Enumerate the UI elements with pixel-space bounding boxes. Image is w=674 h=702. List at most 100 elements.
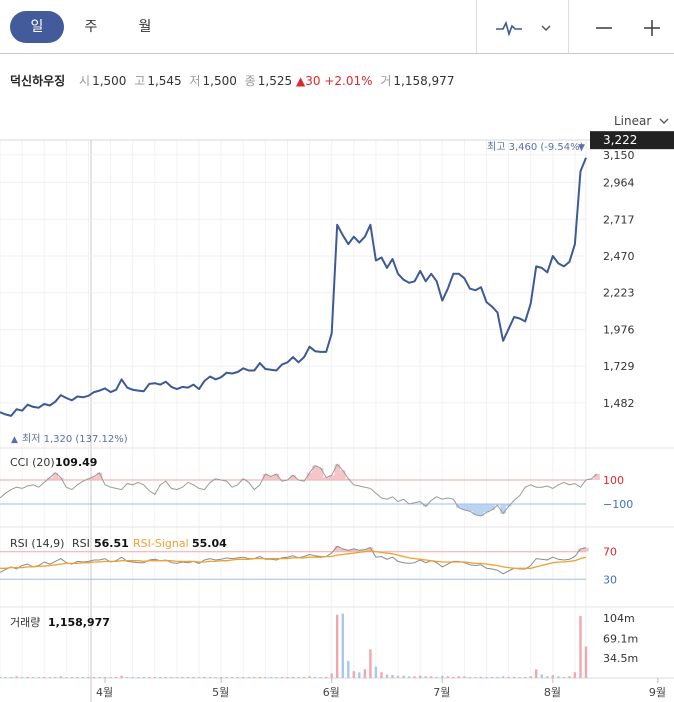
price-tick-label: 2,223 xyxy=(603,287,635,300)
cci-title: CCI (20) xyxy=(10,456,55,469)
x-axis-label: 9월 xyxy=(649,686,666,699)
open-value: 1,500 xyxy=(92,74,127,88)
volume-bar xyxy=(363,669,367,678)
volume-bar xyxy=(148,677,151,678)
current-price-badge xyxy=(590,131,674,150)
min-annotation: 최저 1,320 (137.12%) xyxy=(22,433,128,445)
volume-bar xyxy=(203,676,206,678)
toolbar-divider xyxy=(476,0,477,53)
rsi-level-label: 70 xyxy=(603,546,617,559)
chart-type-button[interactable] xyxy=(492,11,526,43)
chevron-down-icon xyxy=(541,24,551,31)
volume-bar xyxy=(192,677,195,678)
rsi-signal-line xyxy=(0,550,587,569)
volume-bar xyxy=(496,676,499,678)
volume-bar xyxy=(247,677,250,678)
stock-name: 덕신하우징 xyxy=(10,74,66,88)
volume-bar xyxy=(341,613,344,678)
price-tick-label: 1,976 xyxy=(603,323,635,336)
volume-bar xyxy=(302,677,306,678)
volume-bar xyxy=(242,677,245,678)
volume-label: 거 xyxy=(380,74,392,88)
low-label: 저 xyxy=(189,74,201,88)
high-value: 1,545 xyxy=(147,74,182,88)
volume-bar xyxy=(43,677,46,678)
volume-bar xyxy=(551,675,554,678)
tab-week[interactable]: 주 xyxy=(84,19,98,35)
rsi-line xyxy=(0,545,587,575)
volume-bar xyxy=(59,676,62,678)
volume-bar xyxy=(479,676,483,678)
change-value: 30 xyxy=(305,74,321,88)
volume-bar xyxy=(291,676,295,678)
volume-value: 1,158,977 xyxy=(393,74,455,88)
price-tick-label: 3,150 xyxy=(603,149,635,162)
change-arrow: ▲ xyxy=(295,74,306,88)
close-value: 1,525 xyxy=(257,74,293,88)
price-tick-label: 2,717 xyxy=(603,213,635,226)
volume-bar xyxy=(258,676,261,678)
cci-line xyxy=(0,463,598,517)
volume-bar xyxy=(54,676,57,678)
volume-bar xyxy=(92,677,96,678)
volume-bar xyxy=(286,677,289,678)
close-label: 종 xyxy=(244,74,256,88)
scale-label: Linear xyxy=(614,114,652,128)
volume-bar xyxy=(490,677,494,678)
volume-bar xyxy=(385,674,389,678)
volume-bar xyxy=(352,671,355,678)
volume-bar xyxy=(219,677,223,678)
scale-selector[interactable]: Linear xyxy=(614,114,669,128)
volume-bar xyxy=(70,677,74,678)
volume-bar xyxy=(518,677,521,678)
rsi-signal-label: RSI-Signal xyxy=(133,537,189,550)
volume-bar xyxy=(231,677,234,678)
volume-bar xyxy=(65,677,68,678)
volume-bar xyxy=(330,673,333,678)
x-axis-label: 6월 xyxy=(323,686,340,699)
volume-bar xyxy=(32,677,35,678)
volume-title: 거래량 xyxy=(10,616,40,629)
volume-bar xyxy=(120,675,123,678)
volume-bar xyxy=(164,677,167,678)
volume-bar xyxy=(452,676,455,678)
volume-bar xyxy=(37,677,40,678)
chart-type-dropdown[interactable] xyxy=(536,11,556,43)
volume-bar xyxy=(76,677,79,678)
volume-bar xyxy=(236,677,239,678)
volume-bar xyxy=(181,677,184,678)
volume-bar xyxy=(441,675,444,678)
tab-day[interactable]: 일 xyxy=(10,11,64,43)
plus-icon xyxy=(644,19,660,36)
volume-tick-label: 34.5m xyxy=(603,652,638,665)
volume-bar xyxy=(48,677,51,678)
volume-bar xyxy=(524,676,527,678)
volume-bar xyxy=(313,676,317,678)
current-price-badge-pointer xyxy=(590,135,596,146)
volume-bar xyxy=(546,676,549,678)
rsi-overbought-fill xyxy=(334,546,589,552)
volume-bar xyxy=(407,676,411,678)
rsi-value: 56.51 xyxy=(94,537,129,550)
toolbar-divider xyxy=(568,0,569,53)
zoom-in-button[interactable] xyxy=(638,11,666,43)
volume-bar xyxy=(501,676,505,678)
volume-bar xyxy=(424,676,427,678)
volume-bar xyxy=(4,677,7,678)
volume-bar xyxy=(275,677,278,678)
volume-bar xyxy=(380,672,383,679)
min-annotation-arrow: ▲ xyxy=(11,435,18,445)
volume-bar xyxy=(446,676,449,678)
zoom-out-button[interactable] xyxy=(590,11,618,43)
volume-bar xyxy=(0,676,2,678)
tab-month[interactable]: 월 xyxy=(138,19,152,35)
volume-bar xyxy=(280,677,284,678)
price-tick-label: 2,470 xyxy=(603,250,635,263)
quote-summary: 덕신하우징 시 1,500 고 1,545 저 1,500 종 1,525 ▲30 +2… xyxy=(10,72,454,89)
volume-bar xyxy=(568,676,571,678)
volume-bar xyxy=(9,677,13,678)
volume-bar xyxy=(297,677,300,678)
rsi-level-label: 30 xyxy=(603,573,617,586)
volume-bar xyxy=(336,614,339,679)
